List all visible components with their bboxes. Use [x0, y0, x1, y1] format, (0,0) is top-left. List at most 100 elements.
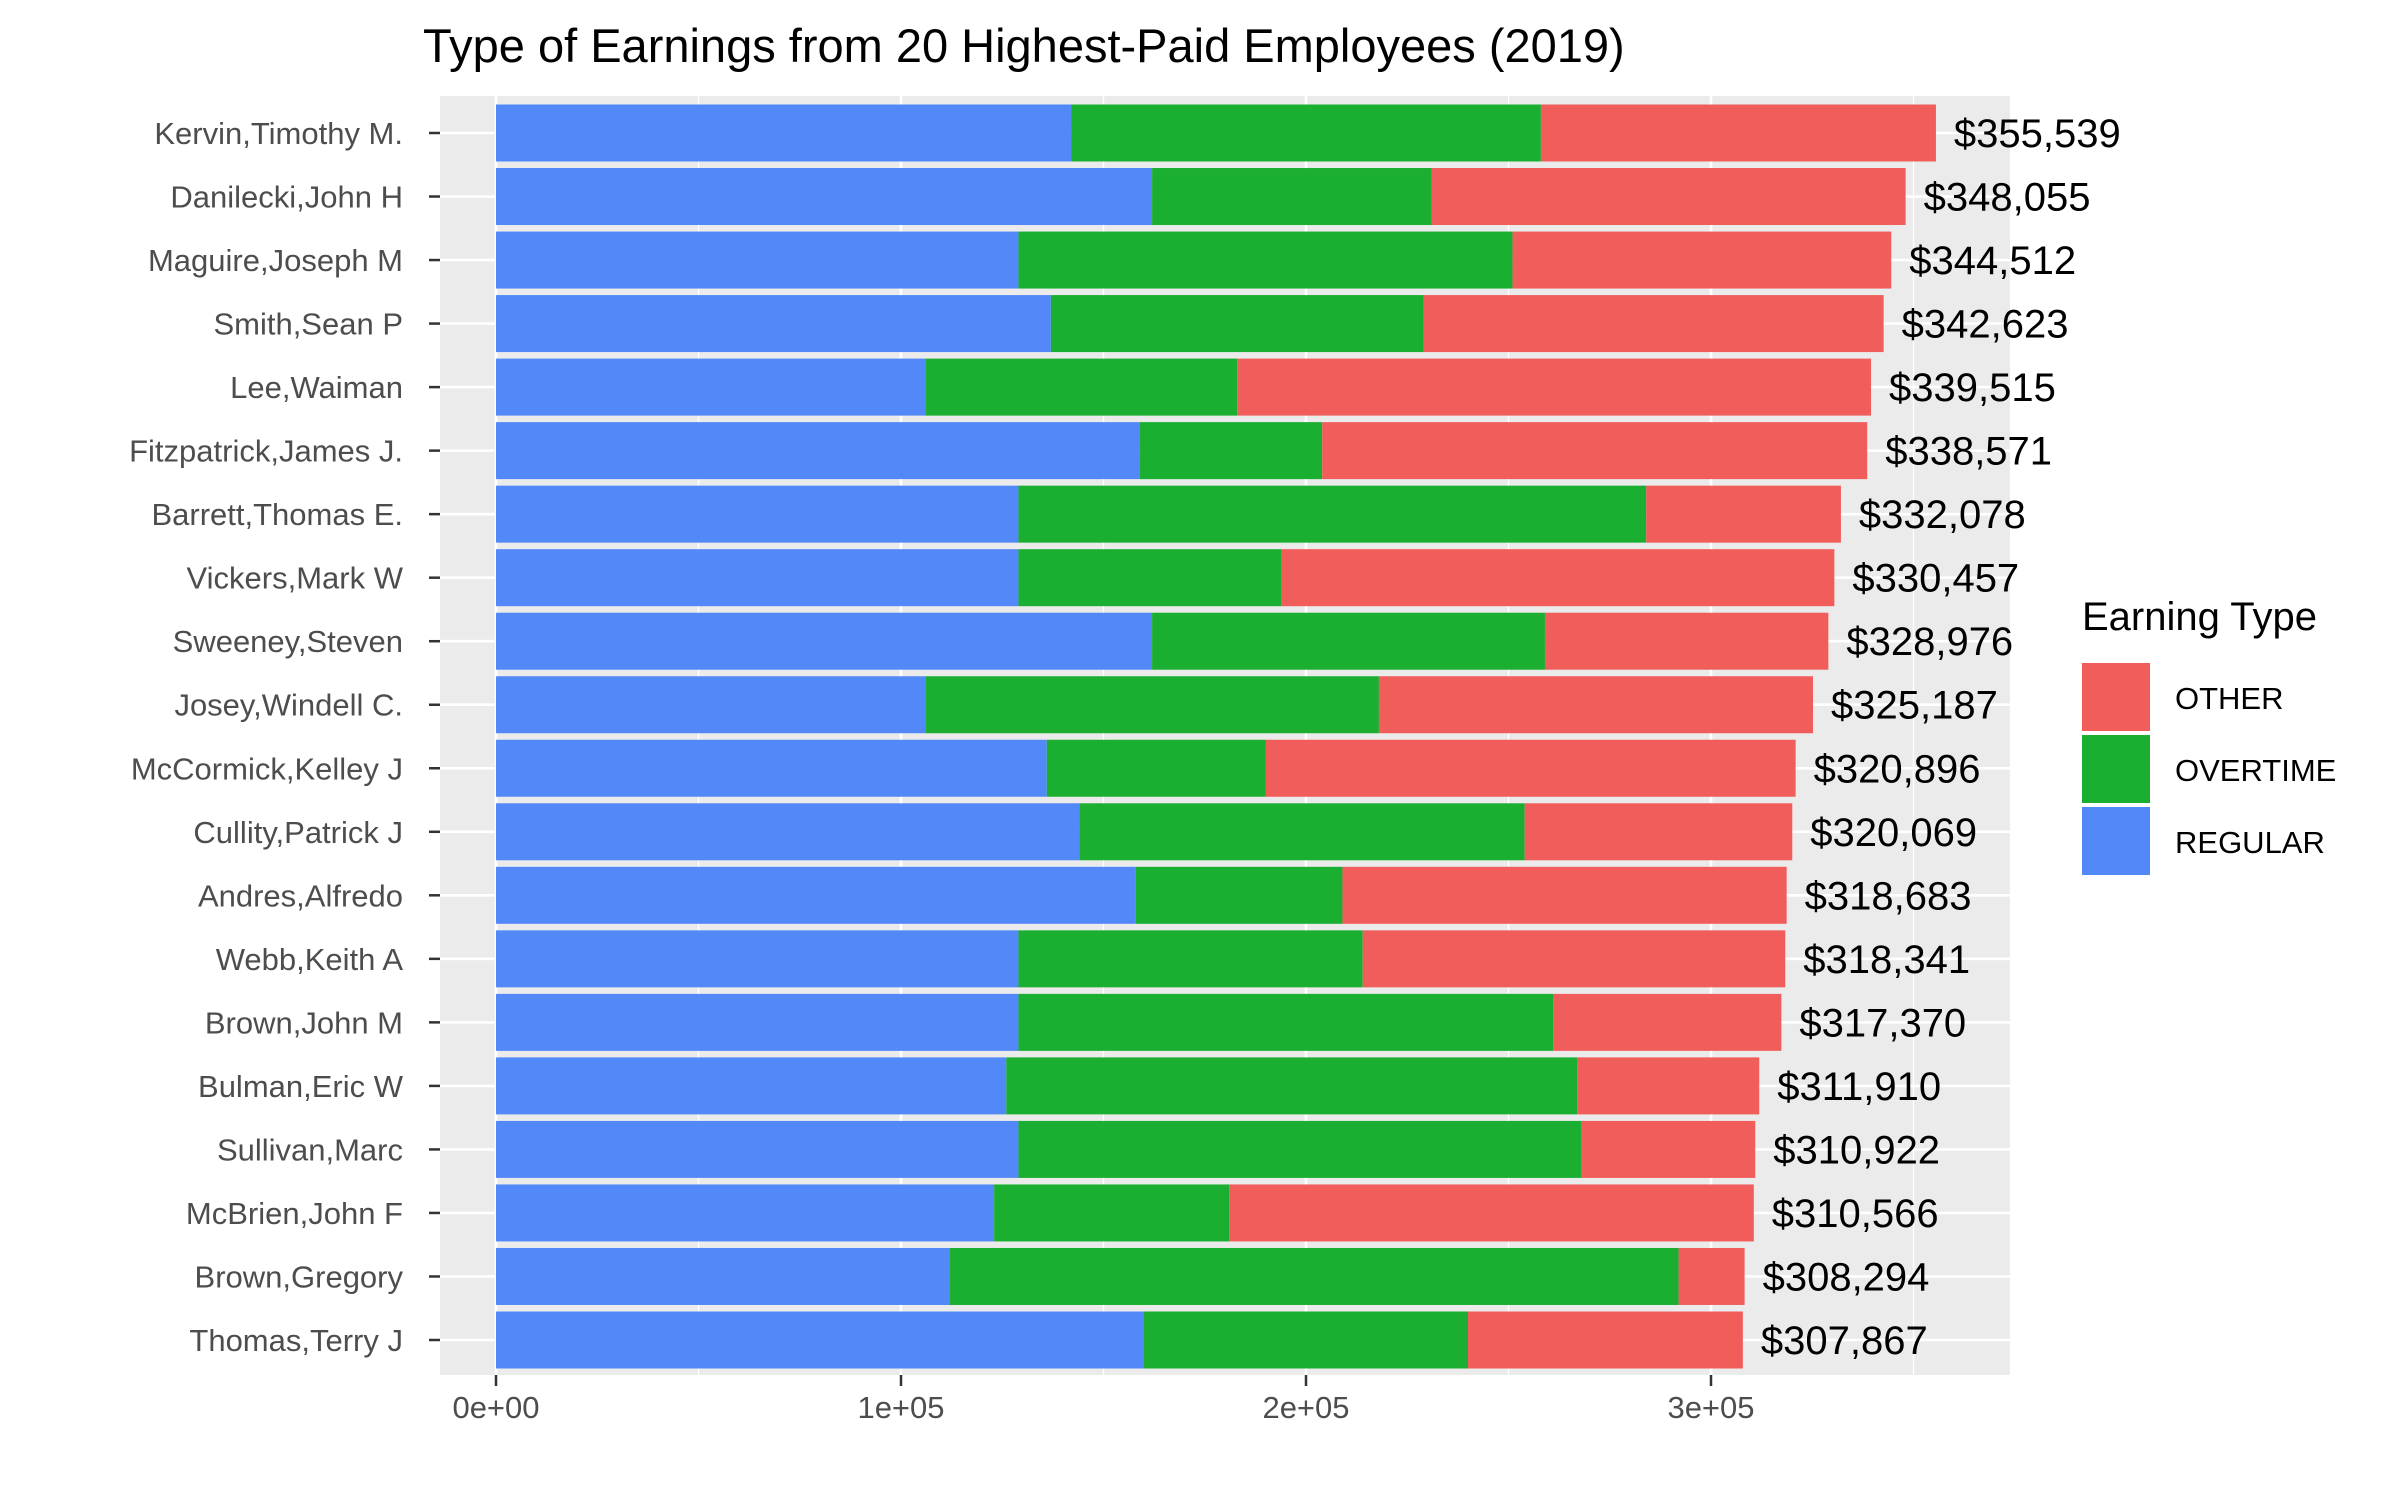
bar-segment-other: [1544, 612, 1829, 670]
bar-segment-other: [1342, 866, 1787, 924]
total-label: $307,867: [1761, 1319, 1928, 1363]
y-tick-label: McBrien,John F: [186, 1196, 403, 1231]
bar-segment-other: [1577, 1057, 1760, 1115]
y-tick-label: Thomas,Terry J: [189, 1323, 403, 1358]
bar-segment-overtime: [925, 358, 1238, 416]
x-tick-label: 3e+05: [1667, 1390, 1754, 1425]
y-tick-label: Brown,John M: [205, 1005, 403, 1040]
bar-segment-overtime: [1018, 1120, 1582, 1178]
bar-segment-regular: [496, 803, 1080, 861]
bar-segment-other: [1512, 231, 1892, 289]
bar-segment-other: [1678, 1247, 1745, 1305]
y-tick-label: Andres,Alfredo: [198, 878, 403, 913]
bar-segment-overtime: [1079, 803, 1525, 861]
legend-swatch-overtime: [2082, 735, 2150, 803]
total-label: $318,341: [1803, 938, 1970, 982]
bar-segment-other: [1581, 1120, 1756, 1178]
total-label: $317,370: [1799, 1001, 1966, 1045]
x-tick-label: 2e+05: [1262, 1390, 1349, 1425]
bars: [496, 104, 1936, 1369]
bar-segment-regular: [496, 231, 1019, 289]
y-tick-label: Kervin,Timothy M.: [154, 116, 403, 151]
bar-segment-regular: [496, 1311, 1144, 1369]
bar-segment-regular: [496, 549, 1019, 607]
bar-segment-overtime: [1152, 612, 1545, 670]
bar-segment-regular: [496, 422, 1140, 480]
legend: Earning Type OTHER OVERTIME REGULAR: [2082, 595, 2336, 875]
bar-segment-other: [1378, 676, 1814, 734]
total-label: $342,623: [1902, 303, 2069, 347]
bar-segment-overtime: [1018, 993, 1554, 1051]
bar-segment-other: [1281, 549, 1835, 607]
x-tick-label: 0e+00: [452, 1390, 539, 1425]
y-tick-label: Fitzpatrick,James J.: [129, 434, 403, 469]
legend-swatch-other: [2082, 663, 2150, 731]
y-tick-label: Sweeney,Steven: [173, 624, 403, 659]
total-label: $310,922: [1773, 1128, 1940, 1172]
bar-segment-regular: [496, 295, 1051, 353]
bar-segment-regular: [496, 612, 1153, 670]
bar-segment-other: [1540, 104, 1936, 162]
bar-segment-regular: [496, 1184, 995, 1242]
bar-segment-overtime: [1018, 231, 1513, 289]
bar-segment-regular: [496, 930, 1019, 988]
total-label: $308,294: [1763, 1255, 1930, 1299]
total-labels: $355,539 $348,055 $344,512 $342,623 $339,515…: [1761, 112, 2121, 1363]
bar-segment-other: [1322, 422, 1868, 480]
bar-segment-regular: [496, 1057, 1007, 1115]
y-tick-label: Webb,Keith A: [216, 942, 404, 977]
y-tick-label: Maguire,Joseph M: [148, 243, 403, 278]
y-tick-label: Danilecki,John H: [170, 180, 403, 215]
total-label: $320,069: [1810, 811, 1977, 855]
y-tick-label: Cullity,Patrick J: [193, 815, 403, 850]
total-label: $330,457: [1852, 557, 2019, 601]
bar-segment-other: [1362, 930, 1786, 988]
total-label: $325,187: [1831, 684, 1998, 728]
legend-label-other: OTHER: [2175, 681, 2284, 716]
legend-swatch-regular: [2082, 807, 2150, 875]
total-label: $338,571: [1885, 430, 2052, 474]
bar-segment-overtime: [1046, 739, 1266, 797]
bar-segment-regular: [496, 1247, 950, 1305]
bar-segment-overtime: [1144, 1311, 1468, 1369]
legend-label-overtime: OVERTIME: [2175, 753, 2336, 788]
bar-segment-other: [1468, 1311, 1743, 1369]
y-tick-label: Barrett,Thomas E.: [151, 497, 403, 532]
total-label: $311,910: [1777, 1065, 1941, 1109]
y-tick-label: Josey,Windell C.: [174, 688, 403, 723]
bar-segment-regular: [496, 739, 1047, 797]
total-label: $344,512: [1909, 239, 2076, 283]
y-tick-label: Brown,Gregory: [195, 1259, 404, 1294]
bar-segment-other: [1431, 168, 1906, 226]
bar-segment-regular: [496, 104, 1072, 162]
y-tick-label: Vickers,Mark W: [187, 561, 404, 596]
bar-segment-overtime: [1018, 549, 1282, 607]
bar-segment-overtime: [925, 676, 1379, 734]
bar-segment-regular: [496, 485, 1019, 543]
bar-segment-regular: [496, 1120, 1019, 1178]
bar-segment-regular: [496, 866, 1136, 924]
bar-segment-other: [1553, 993, 1782, 1051]
bar-segment-overtime: [1152, 168, 1432, 226]
y-tick-label: McCormick,Kelley J: [131, 751, 403, 786]
y-tick-label: Smith,Sean P: [213, 307, 403, 342]
total-label: $320,896: [1814, 747, 1981, 791]
total-label: $332,078: [1859, 493, 2026, 537]
bar-segment-overtime: [1018, 930, 1363, 988]
x-axis: 0e+00 1e+05 2e+05 3e+05: [452, 1375, 1755, 1425]
bar-segment-overtime: [949, 1247, 1679, 1305]
legend-items: OTHER OVERTIME REGULAR: [2082, 663, 2336, 875]
bar-segment-overtime: [994, 1184, 1230, 1242]
bar-segment-overtime: [1071, 104, 1541, 162]
total-label: $339,515: [1889, 366, 2056, 410]
chart-title: Type of Earnings from 20 Highest-Paid Em…: [423, 19, 1625, 72]
total-label: $318,683: [1805, 874, 1972, 918]
bar-segment-regular: [496, 168, 1153, 226]
y-tick-label: Lee,Waiman: [230, 370, 403, 405]
y-tick-label: Sullivan,Marc: [217, 1132, 403, 1167]
bar-segment-other: [1265, 739, 1796, 797]
legend-label-regular: REGULAR: [2175, 825, 2325, 860]
total-label: $310,566: [1772, 1192, 1939, 1236]
bar-segment-overtime: [1018, 485, 1647, 543]
